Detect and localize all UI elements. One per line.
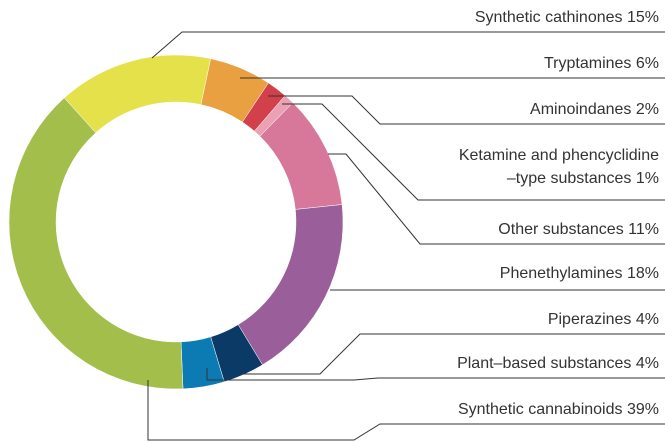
- leader-line: [282, 103, 665, 201]
- segment-label: Aminoindanes 2%: [530, 98, 659, 121]
- value-label: 6%: [635, 55, 659, 72]
- value-label: 4%: [635, 355, 659, 372]
- segment-label: Piperazines 4%: [548, 308, 659, 331]
- category-name: Phenethylamines: [499, 265, 623, 282]
- category-name: Tryptamines: [543, 55, 632, 72]
- segment-label: Other substances 11%: [498, 218, 659, 241]
- segment-label: Ketamine and phencyclidine –type substan…: [459, 144, 659, 190]
- category-name: Synthetic cathinones: [474, 9, 623, 26]
- category-name: Plant–based substances: [457, 355, 632, 372]
- leader-line: [147, 380, 665, 441]
- donut: [8, 54, 344, 390]
- leader-line: [206, 368, 665, 381]
- segment-label: Synthetic cathinones 15%: [475, 6, 659, 29]
- segment-label: Tryptamines 6%: [544, 52, 659, 75]
- category-name: Other substances: [498, 221, 624, 238]
- leader-lines: [147, 31, 665, 441]
- leader-line: [240, 333, 665, 375]
- category-name: Aminoindanes: [530, 101, 632, 118]
- value-label: 1%: [635, 170, 659, 187]
- leader-line: [328, 153, 665, 245]
- donut-segment: [63, 54, 212, 134]
- donut-segment: [8, 97, 184, 390]
- value-label: 11%: [628, 221, 659, 238]
- value-label: 15%: [626, 9, 659, 26]
- category-name: Ketamine and phencyclidine –type substan…: [458, 147, 659, 187]
- segment-label: Phenethylamines 18%: [500, 262, 659, 285]
- value-label: 2%: [635, 101, 659, 118]
- leader-line: [151, 31, 665, 59]
- donut-segment: [237, 204, 344, 366]
- segment-label: Plant–based substances 4%: [457, 352, 659, 375]
- leader-line: [268, 95, 665, 125]
- category-name: Synthetic cannabinoids: [457, 401, 623, 418]
- value-label: 4%: [635, 311, 659, 328]
- category-name: Piperazines: [547, 311, 632, 328]
- value-label: 39%: [626, 401, 659, 418]
- segment-label: Synthetic cannabinoids 39%: [458, 398, 659, 421]
- value-label: 18%: [626, 265, 659, 282]
